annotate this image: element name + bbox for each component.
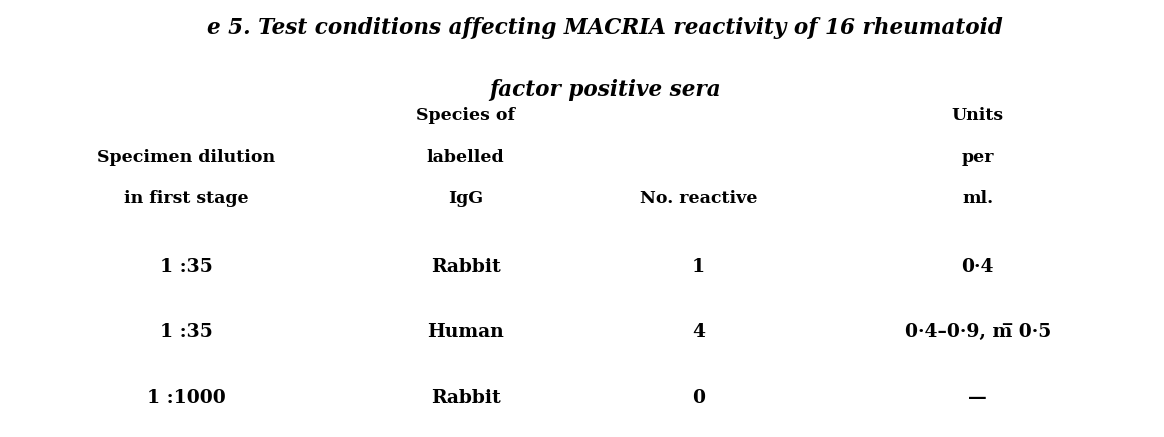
Text: Rabbit: Rabbit <box>431 388 501 407</box>
Text: per: per <box>961 149 994 166</box>
Text: e 5. Test conditions affecting MACRIA reactivity of 16 rheumatoid: e 5. Test conditions affecting MACRIA re… <box>207 17 1003 39</box>
Text: —: — <box>968 388 987 407</box>
Text: IgG: IgG <box>448 190 483 207</box>
Text: Human: Human <box>427 323 504 341</box>
Text: 1: 1 <box>691 257 705 276</box>
Text: No. reactive: No. reactive <box>640 190 757 207</box>
Text: 4: 4 <box>691 323 705 341</box>
Text: Species of: Species of <box>416 107 516 124</box>
Text: 1 :35: 1 :35 <box>159 323 213 341</box>
Text: in first stage: in first stage <box>123 190 249 207</box>
Text: ml.: ml. <box>963 190 993 207</box>
Text: factor positive sera: factor positive sera <box>490 79 721 101</box>
Text: 0·4–0·9, m̅ 0·5: 0·4–0·9, m̅ 0·5 <box>904 323 1051 341</box>
Text: labelled: labelled <box>427 149 504 166</box>
Text: Rabbit: Rabbit <box>431 257 501 276</box>
Text: 1 :35: 1 :35 <box>159 257 213 276</box>
Text: 1 :1000: 1 :1000 <box>147 388 226 407</box>
Text: Specimen dilution: Specimen dilution <box>97 149 276 166</box>
Text: Units: Units <box>952 107 1003 124</box>
Text: 0·4: 0·4 <box>961 257 994 276</box>
Text: 0: 0 <box>691 388 705 407</box>
